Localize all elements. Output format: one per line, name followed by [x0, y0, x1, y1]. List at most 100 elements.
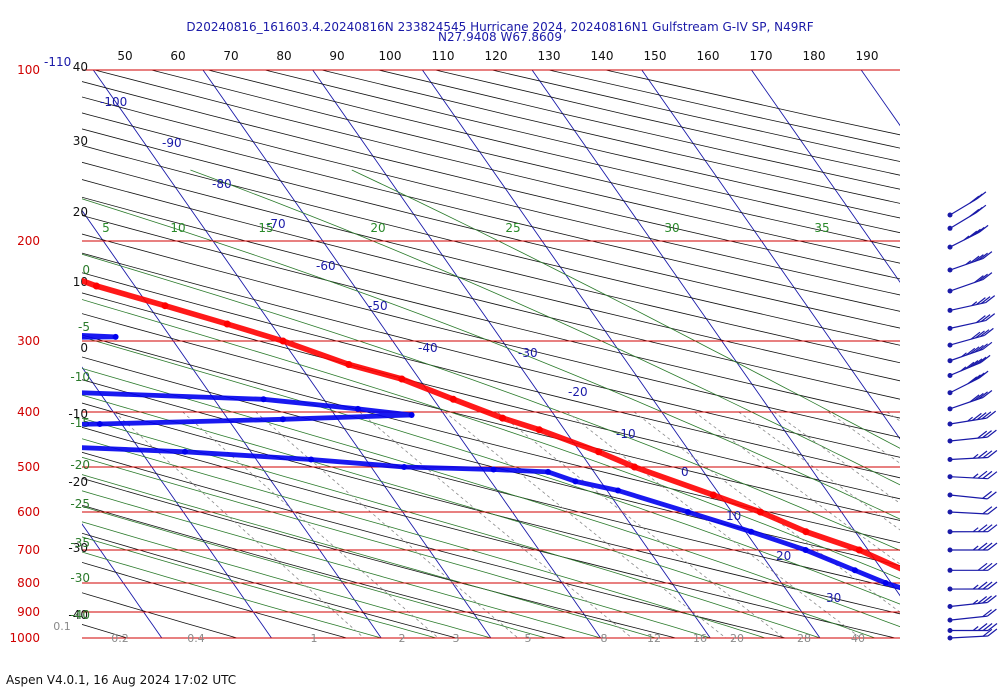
mixing-ratio-label: 40 [851, 632, 865, 645]
moist-adiabat-line [82, 299, 900, 580]
mixing-ratio-label: 0.1 [53, 620, 71, 633]
top-axis-label: 80 [276, 49, 291, 63]
top-axis-label: 160 [697, 49, 720, 63]
temperature-point [756, 508, 764, 516]
wind-barb-shaft [949, 320, 986, 329]
wind-barb-feather [982, 390, 993, 398]
wind-barb-feather [987, 608, 997, 617]
dewpoint-point [408, 412, 415, 418]
wind-barb-feather [972, 358, 983, 367]
wind-barb-feather [987, 628, 998, 637]
dewpoint-point [851, 567, 858, 574]
moist-adiabat-line [82, 336, 900, 605]
mixing-ratio-label: 20 [730, 632, 744, 645]
theta-e-label: 10 [170, 221, 185, 235]
wind-barb [947, 608, 997, 623]
dewpoint-point [980, 609, 986, 615]
wind-barb [947, 628, 998, 641]
wind-barb-feather [977, 542, 988, 551]
wind-barb [947, 581, 998, 592]
wind-barb-feather [978, 224, 989, 233]
wind-barb [947, 354, 991, 378]
wind-barb-feather [987, 450, 998, 458]
isotherm-label: -70 [266, 217, 286, 231]
wind-barb-feather [977, 450, 988, 459]
wind-barb-shaft [949, 601, 988, 608]
dewpoint-point [882, 580, 889, 586]
dry-adiabat-line [151, 69, 900, 249]
mixing-ratio-label: 0.4 [187, 632, 205, 645]
temperature-point [223, 320, 231, 328]
mixing-ratio-line [566, 411, 862, 639]
isotherm-label: 10 [726, 509, 741, 523]
wind-barb-feather [982, 562, 993, 571]
mixing-ratio-line [773, 411, 900, 504]
wind-barb-feather [976, 356, 987, 365]
mixing-ratio-label: 2 [399, 632, 406, 645]
mixing-ratio-label: 12 [647, 632, 661, 645]
wind-barb-half-feather [972, 545, 979, 551]
moist-adiabat-line [82, 506, 546, 639]
moist-adiabat-label: -20 [70, 458, 90, 472]
dewpoint-line [82, 332, 900, 591]
top-axis-label: 60 [170, 49, 185, 63]
moist-adiabat-label: -40 [70, 608, 90, 622]
wind-barb-feather [967, 230, 978, 239]
top-axis-label: 110 [432, 49, 455, 63]
dry-adiabat-line [82, 334, 900, 544]
wind-barb-feather [969, 346, 980, 355]
temperature-point [802, 528, 810, 536]
wind-barb [947, 341, 993, 364]
dry-adiabat-line [82, 196, 900, 400]
isotherm-line [82, 523, 163, 639]
moist-adiabat-line [190, 169, 900, 486]
wind-barb-feather [987, 524, 998, 533]
mixing-ratio-line [359, 411, 633, 639]
theta-label: 40 [73, 60, 88, 74]
wind-barb-feather [977, 623, 988, 631]
wind-barb-feather [982, 524, 993, 533]
wind-barb-feather [980, 296, 991, 305]
wind-barb [947, 251, 993, 273]
wind-barb-feather [967, 376, 978, 385]
top-axis-label: 50 [117, 49, 132, 63]
isotherm-label: -20 [568, 385, 588, 399]
wind-barb-shaft [949, 456, 988, 461]
wind-barb-half-feather [961, 352, 967, 358]
mixing-ratio-line [182, 411, 439, 639]
wind-barb-feather [964, 361, 975, 370]
moist-adiabat-line [82, 394, 876, 639]
moist-adiabat-label: -30 [70, 571, 90, 585]
pressure-label: 300 [17, 334, 40, 348]
moist-adiabat-line [82, 521, 492, 639]
footer-version: Aspen V4.0.1, 16 Aug 2024 17:02 UTC [6, 673, 236, 687]
temperature-point [345, 361, 353, 368]
top-axis-label: 150 [644, 49, 667, 63]
wind-barb-station [947, 325, 953, 331]
dry-adiabat-line [82, 128, 900, 329]
moist-adiabat-label: -10 [70, 370, 90, 384]
wind-barb-half-feather [972, 453, 979, 459]
temperature-point [631, 463, 638, 471]
temperature-point [398, 375, 406, 383]
wind-barb [947, 327, 994, 348]
wind-barb-feather [987, 581, 998, 590]
dry-adiabat-line [378, 69, 900, 190]
temperature-point [855, 546, 863, 554]
wind-barb-shaft [949, 635, 988, 639]
moist-adiabat-line [82, 536, 437, 639]
isotherm-label: -40 [418, 341, 438, 355]
wind-barb-feather [977, 430, 988, 439]
temperature-point [161, 302, 169, 310]
wind-barb-half-feather [967, 416, 973, 422]
isotherm-line [860, 69, 900, 127]
temperature-point [499, 414, 507, 422]
wind-barb-feather [969, 255, 980, 264]
wind-barb-feather [977, 562, 988, 571]
wind-barb-feather [982, 430, 992, 439]
wind-barb-feather [982, 251, 993, 260]
wind-barb-feather [982, 341, 993, 350]
wind-barb-feather [987, 562, 998, 571]
isotherm-line [92, 69, 492, 639]
mixing-ratio-label: 16 [693, 632, 707, 645]
